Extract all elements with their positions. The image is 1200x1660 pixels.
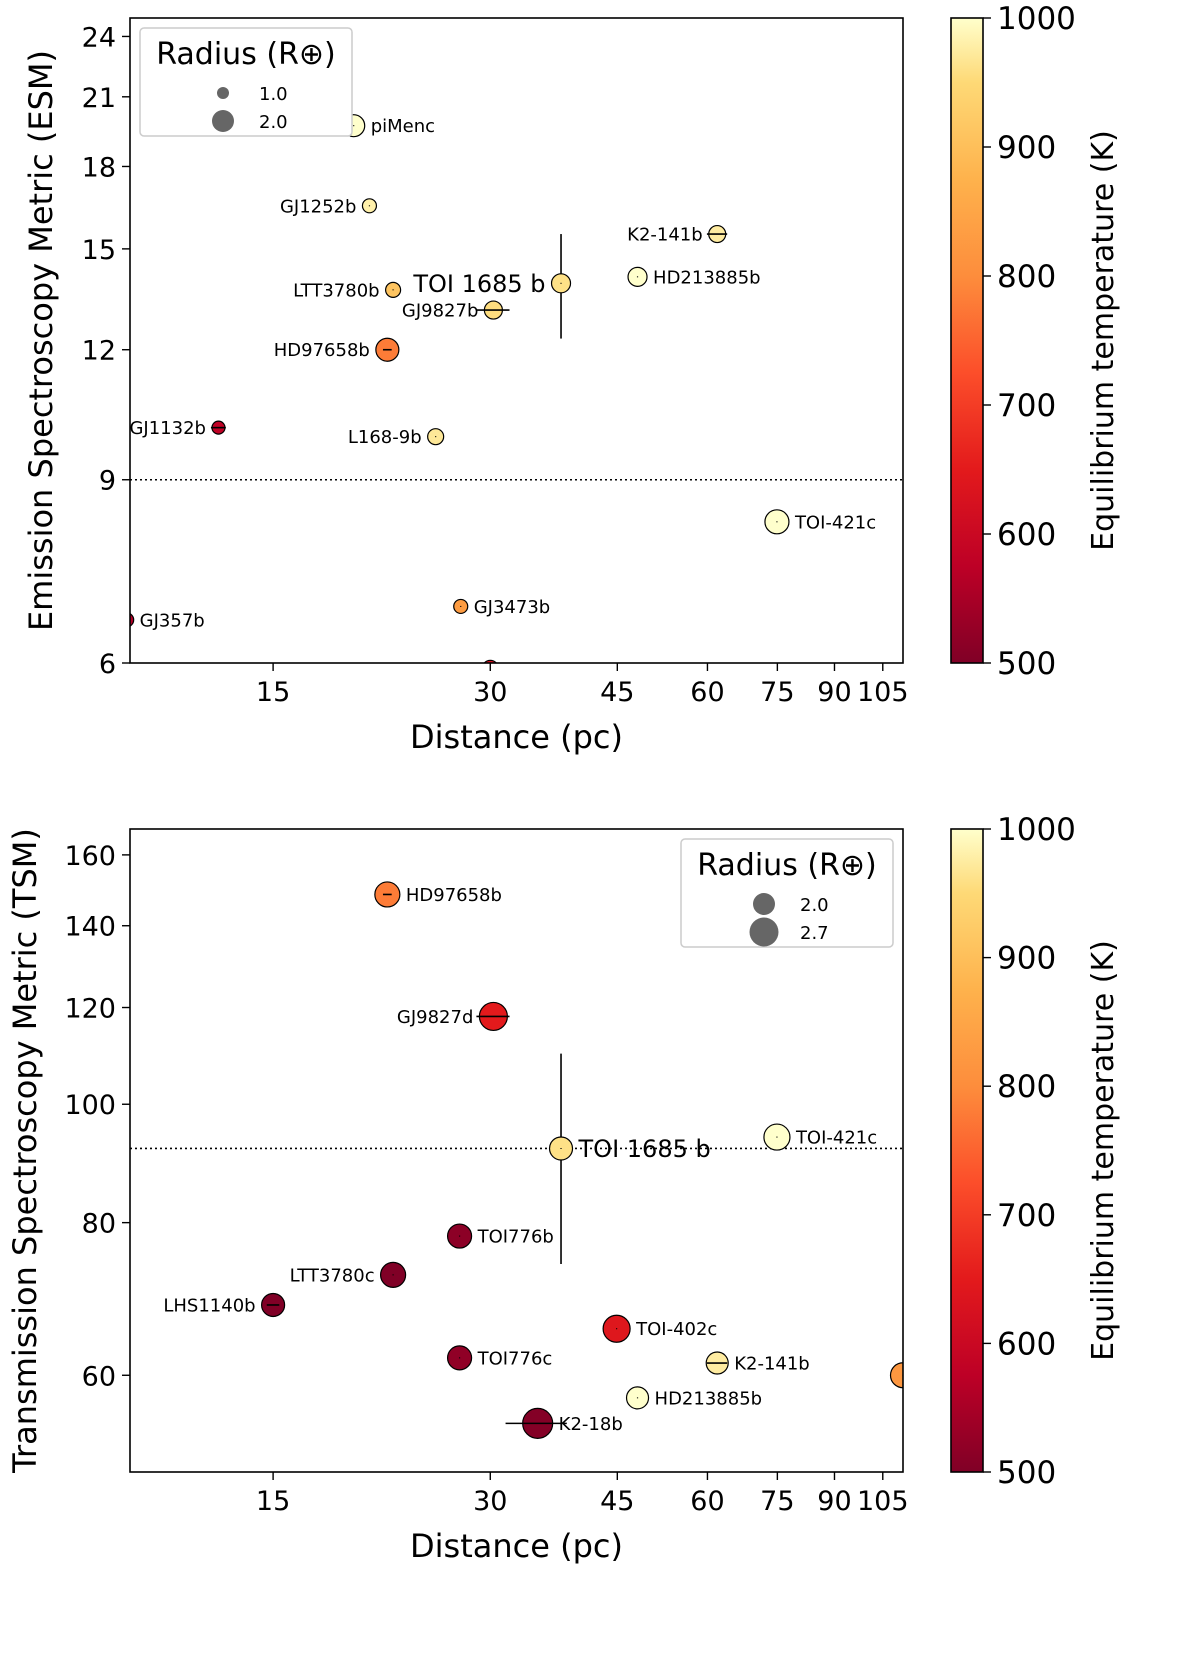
colorbar-label: Equilibrium temperature (K): [1086, 940, 1121, 1361]
legend-box: [139, 27, 353, 137]
point-label: HD213885b: [655, 1388, 763, 1409]
point-label: K2-141b: [627, 225, 703, 246]
legend: Radius (R⊕) 1.0 2.0: [139, 27, 353, 137]
legend-marker: [753, 893, 775, 915]
point-label: HD97658b: [274, 340, 370, 361]
point-label: TOI-421c: [795, 1128, 877, 1149]
colorbar-gradient: [950, 17, 984, 664]
colorbar-tick-label: 500: [997, 1455, 1056, 1491]
point-label: GJ1252b: [280, 196, 357, 217]
data-points: [261, 881, 903, 1439]
x-tick-label: 15: [256, 677, 290, 708]
colorbar-tick-label: 500: [997, 646, 1056, 682]
panel-2: HD97658b GJ9827d TOI-421c TOI 1685 b TOI776b…: [6, 812, 1121, 1565]
x-tick-label: 45: [600, 1486, 634, 1517]
axes-frame: [129, 17, 904, 664]
colorbar-tick-label: 900: [997, 130, 1056, 166]
legend-entry-label: 1.0: [259, 84, 288, 105]
x-tick-label: 15: [256, 1486, 290, 1517]
legend: Radius (R⊕) 2.0 2.7: [680, 838, 894, 948]
y-tick-label: 24: [82, 22, 116, 53]
y-tick-label: 9: [99, 466, 116, 497]
data-points: [130, 114, 790, 663]
y-axis-label: Emission Spectroscopy Metric (ESM): [22, 50, 60, 631]
legend-marker: [217, 87, 229, 99]
point-label: TOI-402c: [635, 1319, 717, 1340]
x-tick-label: 105: [857, 1486, 909, 1517]
point-label: HD97658b: [406, 885, 502, 906]
y-tick-label: 21: [82, 83, 116, 114]
point-label: GJ357b: [140, 610, 205, 631]
colorbar-tick-label: 700: [997, 1198, 1056, 1234]
x-tick-label: 90: [817, 677, 851, 708]
x-tick-label: 105: [857, 677, 909, 708]
colorbar-gradient: [950, 828, 984, 1473]
point-label: HD213885b: [653, 267, 761, 288]
x-axis-label: Distance (pc): [410, 1527, 623, 1565]
point-label: LTT3780b: [293, 280, 379, 301]
legend-title: Radius (R⊕): [697, 848, 877, 883]
point-label: L168-9b: [348, 427, 422, 448]
y-tick-label: 80: [82, 1209, 116, 1240]
x-tick-label: 30: [473, 677, 507, 708]
point-label: piMenc: [371, 116, 435, 137]
y-tick-label: 12: [82, 336, 116, 367]
colorbar: 500 600 700 800 900 1000 Equilibrium temperatu…: [950, 1, 1121, 682]
x-tick-label: 60: [690, 1486, 724, 1517]
highlight-label: TOI 1685 b: [412, 270, 545, 298]
legend-marker: [212, 110, 234, 132]
point-label: TOI776c: [477, 1348, 553, 1369]
legend-entry-label: 2.7: [800, 923, 829, 944]
y-tick-label: 100: [64, 1090, 116, 1121]
x-tick-label: 45: [600, 677, 634, 708]
point-label: TOI-421c: [794, 512, 876, 533]
colorbar-tick-label: 700: [997, 388, 1056, 424]
point-label: TOI776b: [477, 1227, 554, 1248]
x-tick-label: 75: [760, 677, 794, 708]
colorbar-tick-label: 900: [997, 941, 1056, 977]
colorbar-tick-label: 800: [997, 1069, 1056, 1105]
point-label: K2-141b: [734, 1354, 810, 1375]
point-label: GJ9827b: [402, 301, 479, 322]
colorbar-tick-label: 1000: [997, 812, 1076, 848]
y-tick-label: 120: [64, 994, 116, 1025]
x-tick-label: 60: [690, 677, 724, 708]
point-label: GJ1132b: [129, 418, 206, 439]
data-point: [889, 1362, 903, 1389]
y-tick-label: 15: [82, 235, 116, 266]
legend-box: [680, 838, 894, 948]
y-tick-label: 140: [64, 912, 116, 943]
colorbar-tick-label: 800: [997, 259, 1056, 295]
legend-marker: [749, 917, 779, 947]
colorbar-label: Equilibrium temperature (K): [1086, 130, 1121, 551]
x-axis-label: Distance (pc): [410, 718, 623, 756]
highlight-label: TOI 1685 b: [578, 1135, 711, 1163]
x-tick-label: 30: [473, 1486, 507, 1517]
y-tick-label: 18: [82, 152, 116, 183]
legend-title: Radius (R⊕): [156, 37, 336, 72]
y-tick-label: 60: [82, 1361, 116, 1392]
y-axis-label: Transmission Spectroscopy Metric (TSM): [6, 828, 44, 1474]
colorbar-tick-label: 1000: [997, 1, 1076, 37]
point-label: LHS1140b: [163, 1295, 255, 1316]
legend-entry-label: 2.0: [259, 112, 288, 133]
legend-entry-label: 2.0: [800, 895, 829, 916]
y-tick-label: 160: [64, 841, 116, 872]
point-label: GJ9827d: [397, 1007, 474, 1028]
colorbar-tick-label: 600: [997, 1326, 1056, 1362]
x-tick-label: 75: [760, 1486, 794, 1517]
point-label: GJ3473b: [474, 597, 551, 618]
y-tick-label: 6: [99, 649, 116, 680]
point-label: LTT3780c: [290, 1265, 375, 1286]
point-labels: HD97658b GJ9827d TOI-421c TOI 1685 b TOI776b…: [163, 885, 877, 1435]
point-labels: piMenc GJ1252b K2-141b HD213885b TOI 1685 b L…: [129, 116, 876, 631]
colorbar: 500 600 700 800 900 1000 Equilibrium temperatu…: [950, 812, 1121, 1491]
axes-frame: [129, 828, 904, 1473]
point-label: K2-18b: [559, 1414, 623, 1435]
x-tick-label: 90: [817, 1486, 851, 1517]
colorbar-tick-label: 600: [997, 517, 1056, 553]
panel-1: piMenc GJ1252b K2-141b HD213885b TOI 1685 b L…: [22, 1, 1121, 756]
data-point: [130, 613, 135, 627]
